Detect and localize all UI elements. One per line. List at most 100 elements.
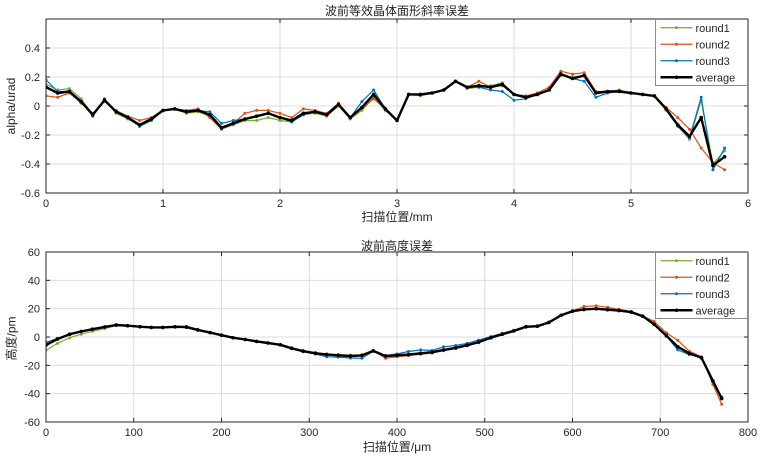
series-marker-average xyxy=(454,346,458,350)
y-tick-label: -20 xyxy=(24,360,40,372)
series-marker-round1 xyxy=(278,119,282,122)
legend-label-round1: round1 xyxy=(696,256,730,268)
series-marker-average xyxy=(184,325,189,329)
series-marker-average xyxy=(125,323,130,328)
y-tick-label: 60 xyxy=(28,247,40,259)
series-marker-round1 xyxy=(255,119,259,122)
series-marker-round2 xyxy=(606,305,610,309)
series-marker-average xyxy=(664,107,668,111)
series-marker-average xyxy=(594,91,598,95)
series-marker-round3 xyxy=(360,356,364,360)
series-marker-round2 xyxy=(676,116,680,120)
series-marker-average xyxy=(278,115,282,120)
series-marker-round2 xyxy=(56,95,60,99)
series-marker-average xyxy=(664,333,669,338)
series-marker-average xyxy=(138,324,142,329)
series-marker-average xyxy=(184,110,189,114)
series-marker-average xyxy=(231,335,235,340)
x-tick-label: 200 xyxy=(212,427,230,439)
series-marker-average xyxy=(55,337,60,341)
legend-marker-average xyxy=(674,308,679,313)
series-marker-average xyxy=(453,79,458,84)
series-marker-average xyxy=(149,117,154,121)
series-marker-average xyxy=(149,325,154,330)
x-tick-label: 800 xyxy=(739,427,757,439)
y-tick-label: 20 xyxy=(28,304,40,316)
series-marker-average xyxy=(371,349,376,353)
series-line-round3 xyxy=(46,308,723,398)
series-marker-average xyxy=(511,329,516,333)
series-marker-round3 xyxy=(208,110,212,114)
x-tick-label: 1 xyxy=(160,198,166,210)
y-tick-label: 0.2 xyxy=(25,72,40,84)
series-marker-round3 xyxy=(582,79,586,83)
series-marker-round3 xyxy=(231,119,235,122)
series-marker-average xyxy=(301,349,305,353)
series-marker-round3 xyxy=(594,95,598,99)
series-marker-average xyxy=(594,306,598,311)
series-marker-average xyxy=(79,99,83,104)
series-marker-average xyxy=(640,314,645,318)
series-marker-average xyxy=(687,134,692,139)
series-marker-average xyxy=(582,307,586,312)
series-marker-average xyxy=(208,330,212,335)
series-marker-average xyxy=(360,105,364,110)
series-marker-average xyxy=(254,339,259,344)
series-marker-average xyxy=(325,112,329,117)
series-marker-average xyxy=(243,337,247,342)
series-marker-average xyxy=(418,351,423,356)
series-line-round1 xyxy=(46,308,723,398)
y-tick-label: 40 xyxy=(28,275,40,287)
series-marker-average xyxy=(90,327,95,331)
series-marker-average xyxy=(55,91,60,95)
series-marker-round2 xyxy=(266,108,270,112)
legend-marker-round2 xyxy=(675,275,678,279)
series-marker-round2 xyxy=(699,146,703,150)
series-marker-average xyxy=(196,328,200,332)
height-error-x-axis-label: 扫描位置/μm xyxy=(362,440,432,454)
series-marker-average xyxy=(687,351,691,356)
series-marker-average xyxy=(360,353,364,358)
series-marker-average xyxy=(488,85,493,89)
series-marker-average xyxy=(196,108,200,113)
series-marker-average xyxy=(231,121,235,126)
series-marker-average xyxy=(652,94,657,98)
series-marker-round3 xyxy=(512,98,516,102)
series-marker-average xyxy=(325,352,329,357)
series-marker-average xyxy=(617,308,621,313)
series-marker-round3 xyxy=(699,95,703,99)
height-error-plot-area: 0 100 200 300 400 500 600 700 800 -60 -40 -20 0 20 40 6… xyxy=(24,247,757,439)
legend-marker-average xyxy=(674,75,679,80)
legend-marker-round2 xyxy=(675,42,678,46)
series-marker-average xyxy=(640,92,645,97)
series-marker-average xyxy=(547,88,551,92)
series-marker-round2 xyxy=(688,127,691,131)
legend-marker-round3 xyxy=(675,292,678,296)
series-marker-round3 xyxy=(220,121,223,125)
series-marker-average xyxy=(266,341,270,345)
series-marker-round2 xyxy=(676,338,680,342)
series-marker-round2 xyxy=(594,304,598,308)
series-marker-average xyxy=(652,322,656,327)
legend-label-round2: round2 xyxy=(696,272,730,284)
series-marker-average xyxy=(67,89,72,94)
x-tick-label: 0 xyxy=(43,198,49,210)
series-marker-average xyxy=(173,325,177,329)
series-marker-round3 xyxy=(419,348,423,352)
series-marker-average xyxy=(114,110,118,114)
x-tick-label: 3 xyxy=(394,198,400,210)
series-marker-average xyxy=(289,346,294,351)
legend-label-round2: round2 xyxy=(696,39,730,51)
series-marker-average xyxy=(441,348,446,352)
series-marker-average xyxy=(383,354,388,358)
series-marker-average xyxy=(430,350,434,354)
series-marker-round2 xyxy=(720,402,724,406)
series-marker-average xyxy=(79,329,83,334)
series-marker-average xyxy=(699,115,703,120)
series-marker-average xyxy=(126,115,130,120)
y-tick-label: 0 xyxy=(34,332,40,344)
series-marker-round2 xyxy=(559,69,563,73)
series-marker-round3 xyxy=(360,100,364,104)
series-marker-round2 xyxy=(571,72,574,76)
